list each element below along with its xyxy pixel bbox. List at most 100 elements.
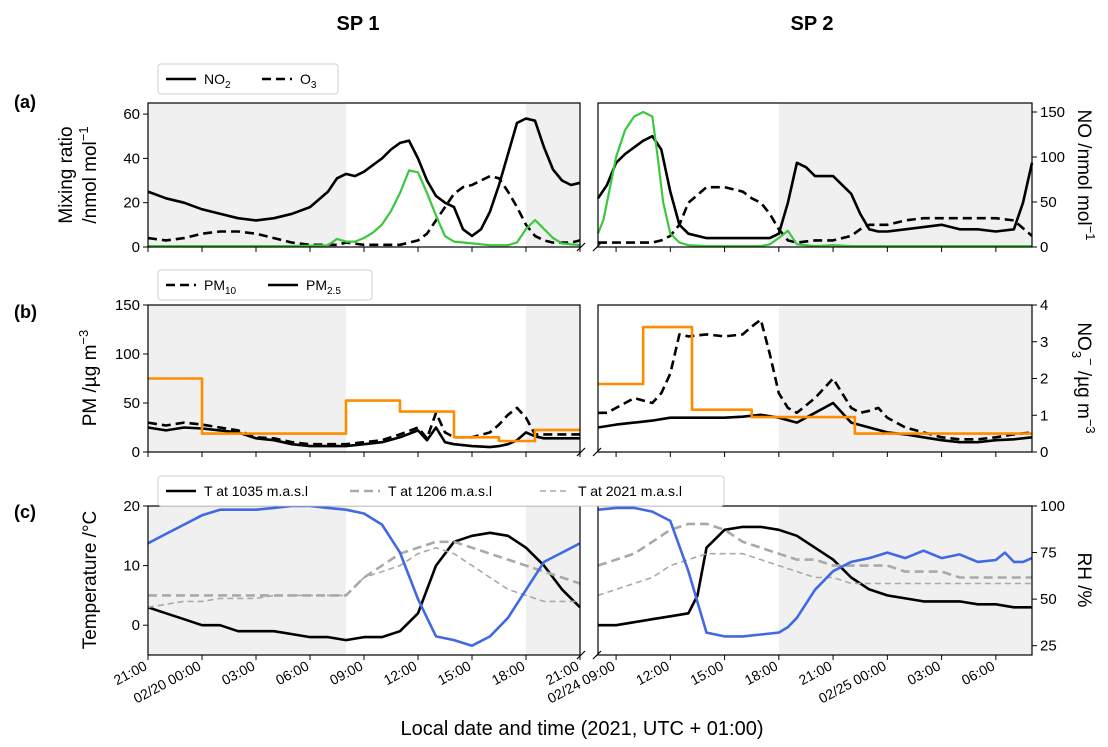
x-tick-label: 18:00 xyxy=(489,657,528,688)
series-t-at-1035-m-a-s-l xyxy=(147,531,581,642)
axes-frame xyxy=(597,102,1033,248)
y2-tick-label: 3 xyxy=(1040,334,1048,351)
night-shade xyxy=(778,506,1032,655)
row-b: 0 50 100 150 0 1 2 3 4 xyxy=(115,297,1048,461)
series-no2 xyxy=(596,134,1034,240)
y2-tick-label: 0 xyxy=(1040,239,1048,256)
y-tick-label: 100 xyxy=(115,346,140,363)
panel-label-c: (c) xyxy=(14,502,36,522)
series-pm10 xyxy=(147,406,580,446)
y2-axis-label-c: RH /% xyxy=(1073,553,1094,608)
x-tick-label: 12:00 xyxy=(381,657,420,688)
series-t-at-1206-m-a-s-l xyxy=(597,522,1032,579)
y-axis-label-b: PM /µg m−3 xyxy=(76,330,101,427)
series-no3- xyxy=(148,377,580,443)
legend-a: NO2 O3 xyxy=(157,63,339,95)
series-no xyxy=(596,110,1032,248)
series-rh xyxy=(597,506,1033,638)
x-axis-label: Local date and time (2021, UTC + 01:00) xyxy=(401,718,764,740)
y2-tick-label: 75 xyxy=(1040,545,1057,562)
night-shade xyxy=(778,305,1032,452)
x-tick-label: 09:00 xyxy=(327,657,366,688)
plot-a-r: 0 50 100 150 xyxy=(592,102,1065,256)
y2-axis-label-a: NO /nmol mol−1 xyxy=(1073,110,1098,241)
y2-tick-label: 2 xyxy=(1040,371,1048,388)
y-tick-label: 150 xyxy=(115,297,140,314)
series-no3- xyxy=(598,325,1032,435)
y2-tick-label: 0 xyxy=(1040,444,1048,461)
series-no xyxy=(148,169,581,248)
y-axis-label-c: Temperature /°C xyxy=(80,511,101,650)
x-tick-label: 21:00 xyxy=(111,657,150,688)
series-t-at-2021-m-a-s-l xyxy=(597,552,1032,597)
legend-c: T at 1035 m.a.s.l T at 1206 m.a.s.l T at 2… xyxy=(157,475,725,507)
col1-title: SP 1 xyxy=(337,13,380,35)
y2-tick-label: 100 xyxy=(1040,149,1065,166)
axes-frame xyxy=(597,505,1033,656)
series-no2 xyxy=(147,117,581,238)
series-pm10 xyxy=(598,318,1033,441)
plot-b-l: 0 50 100 150 xyxy=(115,297,586,461)
night-shade xyxy=(148,103,346,247)
y2-tick-label: 50 xyxy=(1040,194,1057,211)
y2-tick-label: 150 xyxy=(1040,104,1065,121)
legend-b: PM10 PM2.5 xyxy=(157,269,373,301)
x-tick-label: 06:00 xyxy=(959,657,998,688)
night-shade xyxy=(526,506,580,655)
axis-break-mark xyxy=(576,447,586,457)
plot-b-r: 0 1 2 3 4 xyxy=(592,297,1048,461)
x-tick-label: 15:00 xyxy=(688,657,727,688)
y-tick-label: 20 xyxy=(123,498,140,515)
series-pm2-5 xyxy=(597,401,1033,444)
x-tick-label: 03:00 xyxy=(905,657,944,688)
series-rh xyxy=(147,504,581,648)
legend-box xyxy=(157,269,373,301)
series-o3 xyxy=(598,185,1033,244)
legend-box xyxy=(157,63,339,95)
y-tick-label: 0 xyxy=(132,444,140,461)
legend-label-t1035: T at 1035 m.a.s.l xyxy=(204,483,308,499)
x-tick-label: 06:00 xyxy=(273,657,312,688)
y2-tick-label: 50 xyxy=(1040,591,1057,608)
x-tick-label: 18:00 xyxy=(742,657,781,688)
y2-axis-label-b: NO3− /µg m−3 xyxy=(1069,322,1098,433)
axis-break-mark xyxy=(592,242,602,252)
night-shade xyxy=(526,103,580,247)
panel-label-a: (a) xyxy=(14,92,36,112)
y-tick-label: 60 xyxy=(123,106,140,123)
y-tick-label: 10 xyxy=(123,558,140,575)
x-tick-label: 15:00 xyxy=(435,657,474,688)
x-tick-label: 21:00 xyxy=(796,657,835,688)
plot-a-l: 0 20 40 60 xyxy=(123,102,586,256)
row-a: 0 20 40 60 0 50 100 150 xyxy=(123,102,1065,256)
series-pm2-5 xyxy=(147,426,580,449)
x-tick-label: 03:00 xyxy=(219,657,258,688)
series-t-at-1035-m-a-s-l xyxy=(598,525,1032,627)
y-tick-label: 0 xyxy=(132,239,140,256)
axis-break-mark xyxy=(592,650,602,660)
y-tick-label: 20 xyxy=(123,195,140,212)
axis-break-mark xyxy=(576,650,586,660)
y-tick-label: 0 xyxy=(132,617,140,634)
legend-label-t1206: T at 1206 m.a.s.l xyxy=(388,483,492,499)
axis-break-mark xyxy=(576,242,586,252)
x-tick-label: 12:00 xyxy=(633,657,672,688)
legend-box xyxy=(157,475,725,507)
series-o3 xyxy=(147,174,581,247)
series-t-at-2021-m-a-s-l xyxy=(147,546,580,609)
col2-title: SP 2 xyxy=(791,13,834,35)
series-t-at-1206-m-a-s-l xyxy=(148,540,581,597)
y2-tick-label: 100 xyxy=(1040,498,1065,515)
panel-label-b: (b) xyxy=(14,302,37,322)
y-tick-label: 50 xyxy=(123,395,140,412)
axis-break-mark xyxy=(592,447,602,457)
y2-tick-label: 1 xyxy=(1040,407,1048,424)
y2-tick-label: 25 xyxy=(1040,638,1057,655)
night-shade xyxy=(526,305,580,452)
legend-label-t2021: T at 2021 m.a.s.l xyxy=(578,483,682,499)
legend-label-no2: NO2 xyxy=(204,71,231,91)
